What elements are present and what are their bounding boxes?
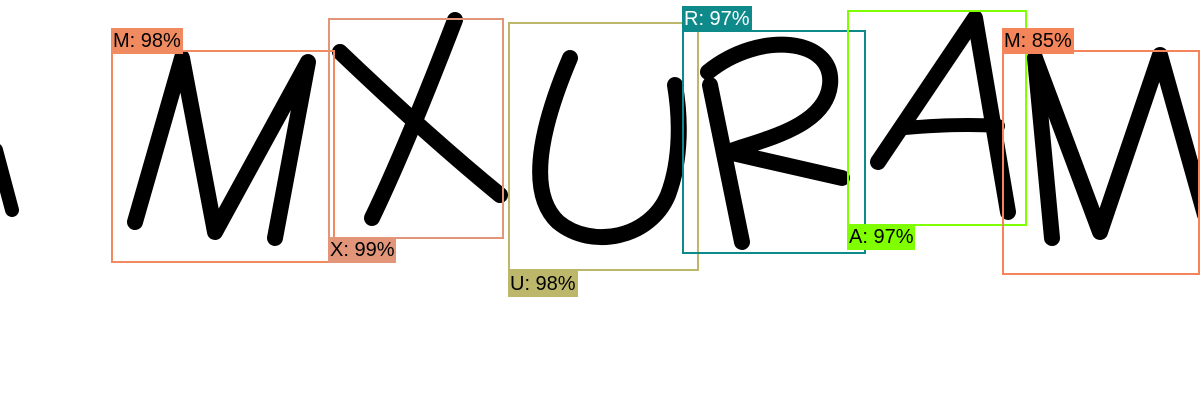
detection-box-m xyxy=(111,50,335,263)
handwritten-m-glyph xyxy=(127,50,316,246)
detection-label-r: R: 97% xyxy=(682,6,752,32)
handwritten-u-glyph xyxy=(532,50,687,246)
detection-label-u: U: 98% xyxy=(508,271,578,297)
detection-label-x: X: 99% xyxy=(328,237,397,263)
detection-box-r xyxy=(682,30,866,254)
handwritten-a-glyph xyxy=(870,10,1016,220)
detection-label-a: A: 97% xyxy=(847,224,916,250)
handwritten-r-glyph xyxy=(700,36,850,250)
detection-box-m-2 xyxy=(1002,50,1200,275)
handwritten-m-glyph-2 xyxy=(1027,47,1200,246)
handwritten-x-glyph xyxy=(332,12,508,226)
detection-box-a xyxy=(847,10,1027,226)
detection-box-x xyxy=(328,18,504,239)
detection-label-m: M: 98% xyxy=(111,28,183,54)
detection-box-u xyxy=(508,22,699,271)
partial-a-stroke xyxy=(0,144,19,217)
detection-label-m-2: M: 85% xyxy=(1002,28,1074,54)
